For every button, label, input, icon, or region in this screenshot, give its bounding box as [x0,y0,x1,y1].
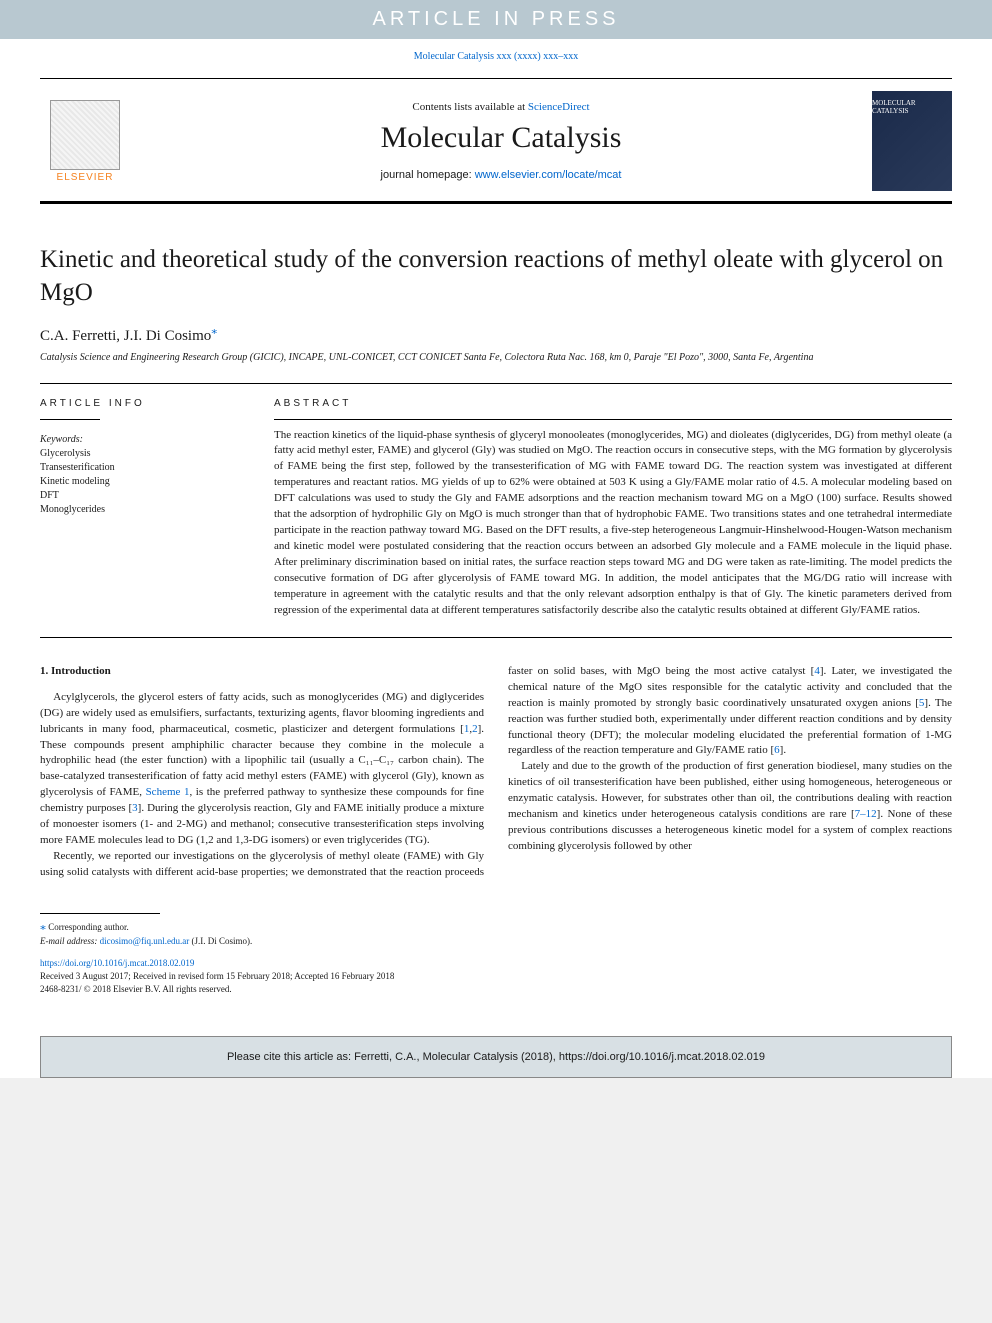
email-suffix: (J.I. Di Cosimo). [189,936,252,946]
page-container: ARTICLE IN PRESS Molecular Catalysis xxx… [0,0,992,1078]
homepage-line: journal homepage: www.elsevier.com/locat… [146,169,856,181]
section-heading: 1. Introduction [40,664,484,680]
issn-copyright: 2468-8231/ © 2018 Elsevier B.V. All righ… [40,984,232,994]
divider [40,637,952,638]
homepage-link[interactable]: www.elsevier.com/locate/mcat [475,169,622,181]
abstract-text: The reaction kinetics of the liquid-phas… [274,428,952,619]
doi-link[interactable]: https://doi.org/10.1016/j.mcat.2018.02.0… [40,958,194,968]
journal-title: Molecular Catalysis [146,121,856,155]
email-link[interactable]: dicosimo@fiq.unl.edu.ar [100,936,190,946]
authors-line: C.A. Ferretti, J.I. Di Cosimo⁎ [40,323,952,345]
abstract-block: ABSTRACT The reaction kinetics of the li… [274,398,952,619]
scheme-link[interactable]: Scheme 1 [146,786,190,798]
body-text: Acylglycerols, the glycerol esters of fa… [40,691,484,735]
citation-link[interactable]: 7–12 [855,808,877,820]
corresponding-mark-icon: ⁎ [40,919,46,933]
article-metadata: https://doi.org/10.1016/j.mcat.2018.02.0… [40,957,952,996]
body-paragraph: Acylglycerols, the glycerol esters of fa… [40,690,484,849]
elsevier-label: ELSEVIER [57,172,114,183]
keyword: Kinetic modeling [40,475,250,489]
body-paragraph: Lately and due to the growth of the prod… [508,759,952,855]
header-center: Contents lists available at ScienceDirec… [146,101,856,181]
affiliation: Catalysis Science and Engineering Resear… [40,351,952,365]
keyword: Transesterification [40,461,250,475]
contents-available-line: Contents lists available at ScienceDirec… [146,101,856,113]
abstract-heading: ABSTRACT [274,398,952,409]
body-two-column: 1. Introduction Acylglycerols, the glyce… [40,664,952,881]
corresponding-author-mark: ⁎ [211,323,217,337]
journal-cover-thumbnail: MOLECULAR CATALYSIS [872,91,952,191]
journal-header: ELSEVIER Contents lists available at Sci… [40,78,952,204]
article-in-press-banner: ARTICLE IN PRESS [0,0,992,39]
journal-reference-link[interactable]: Molecular Catalysis xxx (xxxx) xxx–xxx [414,51,578,62]
elsevier-tree-icon [50,100,120,170]
article-title: Kinetic and theoretical study of the con… [40,244,952,309]
article-content: Kinetic and theoretical study of the con… [0,204,992,901]
elsevier-logo: ELSEVIER [40,91,130,191]
footnote-rule [40,913,160,914]
received-dates: Received 3 August 2017; Received in revi… [40,971,394,981]
divider [40,383,952,384]
homepage-label: journal homepage: [381,169,475,181]
journal-reference-line: Molecular Catalysis xxx (xxxx) xxx–xxx [0,39,992,78]
keyword: Glycerolysis [40,447,250,461]
body-text: ]. [780,744,786,756]
corresponding-footnote: ⁎ Corresponding author. E-mail address: … [40,918,952,947]
sciencedirect-link[interactable]: ScienceDirect [528,101,590,113]
footer-area: ⁎ Corresponding author. E-mail address: … [0,901,992,1017]
body-text: Recently, we reported our investigations… [53,850,336,862]
info-divider [40,419,100,420]
article-info-block: ARTICLE INFO Keywords: Glycerolysis Tran… [40,398,250,619]
keyword: DFT [40,489,250,503]
keywords-list: Glycerolysis Transesterification Kinetic… [40,447,250,517]
info-abstract-row: ARTICLE INFO Keywords: Glycerolysis Tran… [40,398,952,619]
abstract-divider [274,419,952,420]
keywords-label: Keywords: [40,434,250,445]
citation-box: Please cite this article as: Ferretti, C… [40,1036,952,1078]
corresponding-label: Corresponding author. [48,922,129,932]
email-label: E-mail address: [40,936,100,946]
article-info-heading: ARTICLE INFO [40,398,250,409]
keyword: Monoglycerides [40,503,250,517]
contents-prefix: Contents lists available at [412,101,527,113]
citation-text: Please cite this article as: Ferretti, C… [227,1051,765,1063]
authors-text: C.A. Ferretti, J.I. Di Cosimo [40,328,211,344]
cover-label: MOLECULAR CATALYSIS [872,99,952,115]
